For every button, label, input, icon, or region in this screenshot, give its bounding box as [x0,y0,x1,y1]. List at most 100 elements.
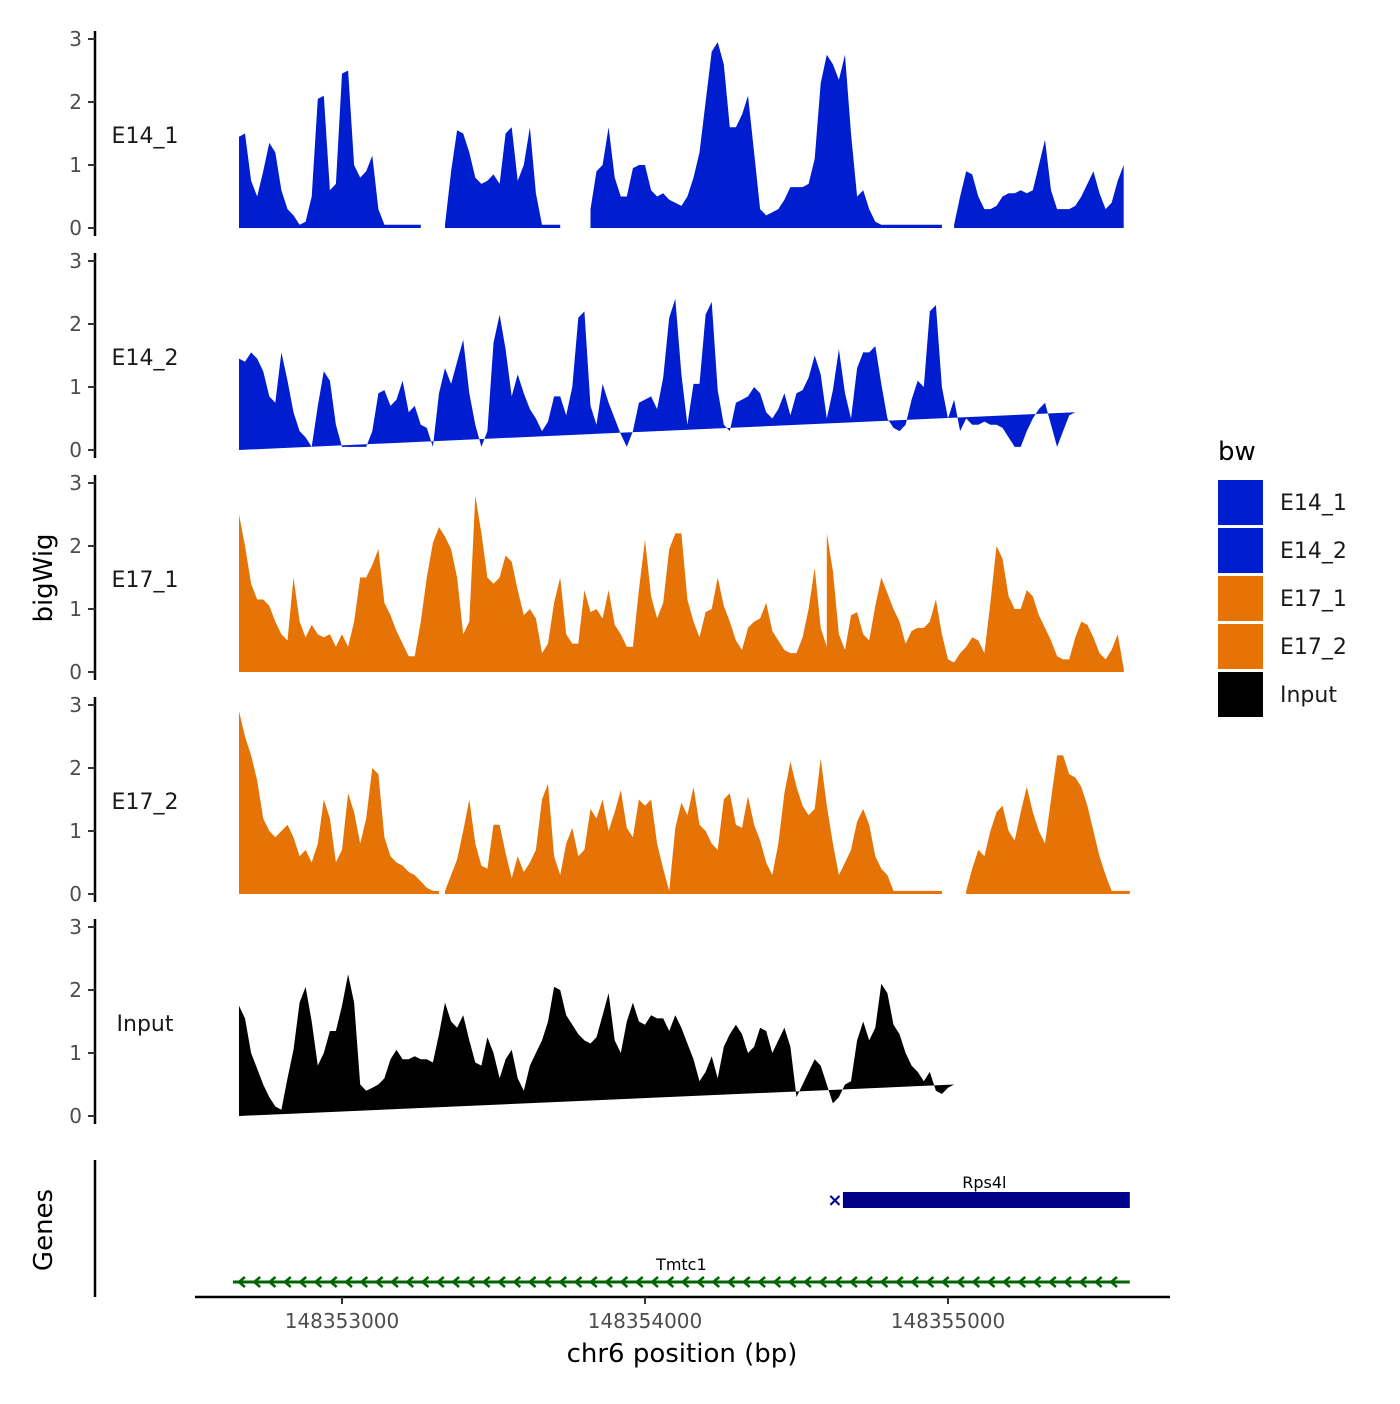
strand-arrow-tmtc1-44 [894,1276,904,1288]
strand-arrow-tmtc1-35 [757,1276,766,1288]
strand-arrow-tmtc1-19 [512,1276,522,1288]
y-tick-label-e14-2-2: 2 [69,312,82,336]
strand-arrow-tmtc1-38 [803,1276,812,1288]
gene-label-tmtc1: Tmtc1 [655,1255,707,1274]
coverage-area-e17-2-2 [445,758,942,894]
y-tick-label-e17-1-3: 3 [69,471,82,495]
strand-arrow-tmtc1-4 [282,1276,292,1288]
legend-swatch-e14-1 [1218,480,1263,525]
legend-swatch-e17-2 [1218,624,1263,669]
strand-arrow-tmtc1-43 [879,1276,889,1288]
legend-label-e14-2: E14_2 [1280,539,1347,564]
strand-arrow-tmtc1-36 [772,1276,782,1288]
y-tick-label-input-0: 0 [69,1104,82,1128]
strand-arrow-tmtc1-2 [252,1276,262,1288]
strand-arrow-tmtc1-7 [328,1276,338,1288]
coverage-area-e14-1-2 [445,127,561,228]
genes-axis-title: Genes [29,1189,59,1271]
strand-arrow-tmtc1-11 [389,1276,399,1288]
strand-arrow-tmtc1-21 [542,1276,552,1288]
legend-swatch-input [1218,672,1263,717]
strand-arrow-tmtc1-51 [1001,1276,1011,1288]
y-tick-label-e17-2-2: 2 [69,756,82,780]
strand-arrow-tmtc1-13 [420,1276,430,1288]
strand-arrow-tmtc1-54 [1047,1276,1057,1288]
y-tick-label-e14-2-3: 3 [69,249,82,273]
y-tick-label-e17-2-1: 1 [69,819,82,843]
strand-arrow-tmtc1-14 [435,1276,445,1288]
y-tick-label-input-1: 1 [69,1041,82,1065]
y-tick-label-e17-1-1: 1 [69,597,82,621]
strand-arrow-tmtc1-25 [604,1276,613,1288]
y-tick-label-e17-1-2: 2 [69,534,82,558]
track-label-e17-2: E17_2 [112,790,179,815]
track-label-e14-2: E14_2 [112,346,179,371]
strand-arrow-tmtc1-46 [925,1276,935,1288]
y-tick-label-e17-1-0: 0 [69,660,82,684]
strand-arrow-tmtc1-50 [986,1276,996,1288]
strand-arrow-tmtc1-52 [1017,1276,1027,1288]
coverage-area-e17-1-2 [826,533,1124,672]
track-label-e17-1: E17_1 [112,568,179,593]
strand-arrow-tmtc1-41 [848,1276,858,1288]
track-label-input: Input [117,1012,174,1037]
strand-arrow-tmtc1-33 [726,1276,736,1288]
y-tick-label-e17-2-3: 3 [69,693,82,717]
strand-arrow-tmtc1-3 [267,1276,277,1288]
strand-arrow-tmtc1-28 [650,1276,659,1288]
strand-arrow-tmtc1-42 [864,1276,874,1288]
strand-arrow-tmtc1-55 [1063,1276,1072,1288]
legend-label-e14-1: E14_1 [1280,491,1347,516]
gene-start-marker-rps4l: × [827,1190,842,1211]
legend-label-e17-1: E17_1 [1280,587,1347,612]
strand-arrow-tmtc1-57 [1093,1276,1103,1288]
strand-arrow-tmtc1-24 [588,1276,598,1288]
coverage-area-e17-2-1 [239,711,439,894]
coverage-area-e17-2-3 [966,755,1130,894]
x-tick-label-148354000: 148354000 [588,1309,703,1333]
gene-body-rps4l [842,1192,1130,1208]
strand-arrow-tmtc1-58 [1109,1276,1118,1288]
strand-arrow-tmtc1-18 [497,1276,506,1288]
legend-label-input: Input [1280,683,1337,708]
gene-label-rps4l: Rps4l [962,1173,1006,1192]
y-tick-label-e14-1-2: 2 [69,90,82,114]
strand-arrow-tmtc1-34 [741,1276,751,1288]
coverage-area-e14-2-1 [239,298,1076,450]
strand-arrow-tmtc1-31 [695,1276,705,1288]
strand-arrow-tmtc1-16 [466,1276,476,1288]
legend-title: bw [1218,437,1256,467]
strand-arrow-tmtc1-15 [451,1276,460,1288]
legend-swatch-e14-2 [1218,528,1263,573]
coverage-area-e14-1-4 [954,139,1124,228]
track-label-e14-1: E14_1 [112,124,179,149]
strand-arrow-tmtc1-29 [665,1276,675,1288]
y-tick-label-e14-1-3: 3 [69,27,82,51]
y-tick-label-e17-2-0: 0 [69,882,82,906]
strand-arrow-tmtc1-30 [680,1276,690,1288]
strand-arrow-tmtc1-40 [833,1276,843,1288]
strand-arrow-tmtc1-12 [405,1276,415,1288]
x-tick-label-148355000: 148355000 [891,1309,1006,1333]
x-tick-label-148353000: 148353000 [285,1309,400,1333]
y-tick-label-e14-2-1: 1 [69,375,82,399]
coverage-area-e14-1-1 [239,70,421,228]
y-tick-label-e14-2-0: 0 [69,438,82,462]
strand-arrow-tmtc1-49 [971,1276,981,1288]
strand-arrow-tmtc1-5 [298,1276,307,1288]
y-tick-label-input-2: 2 [69,978,82,1002]
strand-arrow-tmtc1-32 [711,1276,721,1288]
coverage-area-input-1 [239,974,955,1116]
strand-arrow-tmtc1-23 [573,1276,583,1288]
coverage-area-e17-1-1 [239,495,1124,672]
strand-arrow-tmtc1-17 [481,1276,491,1288]
strand-arrow-tmtc1-26 [619,1276,629,1288]
strand-arrow-tmtc1-10 [374,1276,384,1288]
strand-arrow-tmtc1-37 [787,1276,797,1288]
y-axis-title: bigWig [29,533,59,622]
strand-arrow-tmtc1-47 [940,1276,950,1288]
strand-arrow-tmtc1-6 [313,1276,323,1288]
coverage-area-e14-1-3 [590,42,942,228]
